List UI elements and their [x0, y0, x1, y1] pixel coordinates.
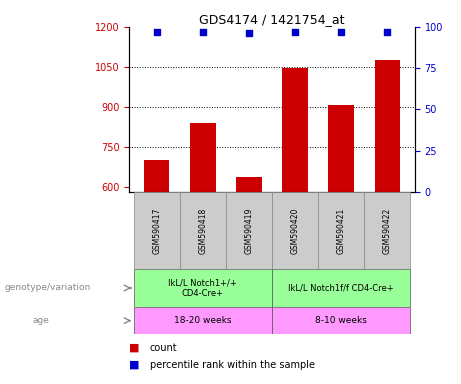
- Bar: [236, 177, 262, 192]
- FancyBboxPatch shape: [318, 192, 364, 269]
- Text: 18-20 weeks: 18-20 weeks: [174, 316, 231, 325]
- Text: GSM590418: GSM590418: [198, 207, 207, 253]
- Text: age: age: [32, 316, 49, 325]
- Text: ■: ■: [129, 343, 140, 353]
- Point: [245, 30, 253, 36]
- Bar: [144, 160, 170, 192]
- FancyBboxPatch shape: [180, 192, 226, 269]
- Text: count: count: [150, 343, 177, 353]
- Text: IkL/L Notch1+/+
CD4-Cre+: IkL/L Notch1+/+ CD4-Cre+: [168, 278, 237, 298]
- Text: percentile rank within the sample: percentile rank within the sample: [150, 360, 315, 370]
- Text: genotype/variation: genotype/variation: [5, 283, 91, 293]
- Point: [384, 29, 391, 35]
- FancyBboxPatch shape: [134, 192, 180, 269]
- Text: GSM590420: GSM590420: [290, 207, 300, 253]
- Text: GSM590422: GSM590422: [383, 207, 392, 253]
- Bar: [374, 60, 400, 192]
- Text: GSM590417: GSM590417: [152, 207, 161, 253]
- Point: [337, 29, 345, 35]
- Point: [153, 29, 160, 35]
- FancyBboxPatch shape: [272, 307, 410, 334]
- Title: GDS4174 / 1421754_at: GDS4174 / 1421754_at: [199, 13, 345, 26]
- FancyBboxPatch shape: [134, 307, 272, 334]
- Text: ■: ■: [129, 360, 140, 370]
- Text: IkL/L Notch1f/f CD4-Cre+: IkL/L Notch1f/f CD4-Cre+: [288, 283, 394, 293]
- Bar: [282, 68, 308, 192]
- Bar: [190, 123, 216, 192]
- FancyBboxPatch shape: [226, 192, 272, 269]
- FancyBboxPatch shape: [364, 192, 410, 269]
- FancyBboxPatch shape: [272, 192, 318, 269]
- Bar: [328, 106, 354, 192]
- Text: GSM590419: GSM590419: [244, 207, 254, 253]
- Text: 8-10 weeks: 8-10 weeks: [315, 316, 367, 325]
- Point: [291, 29, 299, 35]
- Point: [199, 29, 207, 35]
- FancyBboxPatch shape: [272, 269, 410, 307]
- Text: GSM590421: GSM590421: [337, 207, 346, 253]
- FancyBboxPatch shape: [134, 269, 272, 307]
